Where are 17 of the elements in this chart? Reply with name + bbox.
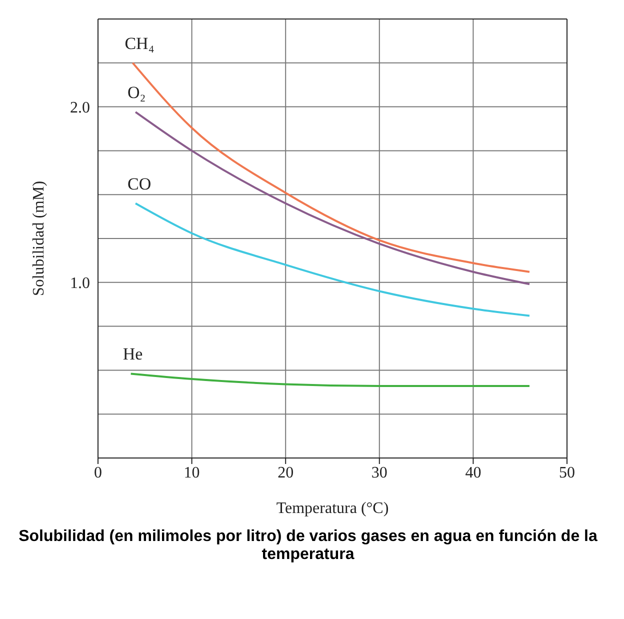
x-axis-title: Temperatura (°C) bbox=[276, 500, 389, 517]
text: Solubilidad (en milimoles por litro) de varios gases en agua en función de la temperatura bbox=[18, 528, 598, 564]
x-tick-label: 0 bbox=[94, 464, 102, 482]
x-tick-label: 10 bbox=[184, 464, 200, 482]
series-label: CH₄ bbox=[124, 34, 154, 53]
x-tick-label: 50 bbox=[559, 464, 575, 482]
series-label: O₂ bbox=[128, 83, 146, 102]
x-tick-label: 40 bbox=[465, 464, 482, 482]
series-label: CO bbox=[128, 174, 152, 194]
line-series bbox=[130, 372, 530, 388]
line-series bbox=[134, 202, 530, 317]
y-tick-label: 1.0 bbox=[70, 275, 90, 292]
series-label: He bbox=[122, 344, 143, 364]
x-tick-label: 30 bbox=[371, 464, 388, 482]
x-tick-label: 20 bbox=[278, 464, 294, 482]
y-axis-title: Solubilidad (mM) bbox=[30, 180, 48, 296]
y-tick-label: 2.0 bbox=[70, 99, 90, 116]
